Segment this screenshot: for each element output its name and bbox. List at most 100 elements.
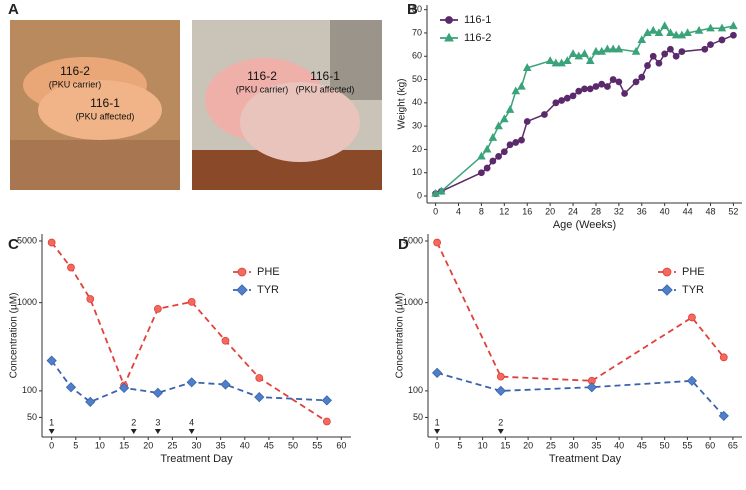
data-point [718,36,726,44]
data-point [568,49,578,58]
data-point [500,148,508,156]
data-point [592,83,600,90]
series-line [50,360,327,403]
x-tick-label: 40 [240,440,250,450]
data-point [552,99,560,107]
data-point [585,56,595,65]
data-point [551,58,561,67]
x-tick-label: 60 [336,440,346,450]
data-point [637,35,647,44]
y-tick-label: 0 [417,190,422,200]
data-point [654,28,664,37]
data-point [661,50,669,58]
x-tick-label: 20 [545,206,555,216]
pig-id: 116-1 [310,69,340,83]
data-point [506,141,514,149]
pig-status: (PKU affected) [296,84,355,94]
data-point [569,92,577,100]
data-point [683,28,692,37]
photo-floor [10,140,180,190]
y-tick-label: 20 [412,144,422,154]
photo-wall [330,20,382,100]
dose-label: 1 [49,417,54,427]
pig-id: 116-2 [247,69,277,83]
x-tick-label: 44 [683,206,693,216]
data-point [649,52,657,60]
x-tick-label: 40 [614,440,624,450]
data-point [186,377,197,388]
y-tick-label: 80 [412,4,422,14]
data-point [719,353,728,362]
y-tick-label: 10 [412,167,422,177]
dose-marker [497,429,504,434]
data-point [187,297,196,306]
y-tick-label: 5000 [403,235,423,245]
x-tick-label: 24 [568,206,578,216]
data-point [483,164,491,172]
data-point [523,118,531,125]
data-point [621,90,628,97]
y-axis-label: Concentration (µM) [9,293,20,379]
x-tick-label: 5 [73,440,78,450]
data-point [431,188,440,197]
photo-left: 116-2 (PKU carrier) 116-1 (PKU affected) [10,20,180,190]
data-point [495,385,506,396]
data-point [220,379,231,390]
legend-marker [445,16,453,24]
panel-label: D [398,236,409,253]
data-point [666,28,675,37]
data-point [603,44,612,53]
data-point [321,395,332,406]
x-tick-label: 15 [500,440,510,450]
legend-marker [661,284,673,296]
data-point [730,31,737,39]
x-tick-label: 65 [728,440,738,450]
legend-label: PHE [682,266,705,278]
x-tick-label: 32 [614,206,624,216]
data-point [655,59,663,67]
data-point [322,417,331,426]
data-point [718,410,729,422]
data-point [512,139,520,146]
dose-label: 3 [155,417,160,427]
data-point [563,56,572,65]
dose-label: 2 [131,417,136,427]
data-point [701,45,709,53]
data-point [254,391,265,403]
y-axis-label: Weight (kg) [397,79,408,130]
x-tick-label: 5 [457,440,462,450]
data-point [153,304,162,313]
pig [38,80,162,140]
x-tick-label: 28 [591,206,601,216]
panel-label: A [8,1,19,18]
legend-marker [662,267,672,277]
x-tick-label: 50 [660,440,670,450]
data-point [437,186,446,195]
x-tick-label: 25 [546,440,556,450]
data-point [47,238,56,247]
x-tick-label: 8 [479,206,484,216]
data-point [494,121,503,130]
data-point [671,30,681,39]
y-tick-label: 100 [408,385,423,395]
data-point [614,44,624,53]
x-tick-label: 12 [499,206,509,216]
data-point [557,58,566,67]
data-point [255,374,264,382]
data-point [729,21,738,30]
x-axis-label: Age (Weeks) [553,219,616,231]
y-tick-label: 1000 [403,297,423,307]
x-tick-label: 20 [143,440,153,450]
data-point [591,46,601,55]
y-tick-label: 5000 [17,235,37,245]
data-point [505,105,515,113]
dose-marker [130,429,137,434]
data-point [495,153,502,160]
y-axis-label: Concentration (µM) [395,293,406,379]
legend-label: TYR [682,284,704,296]
x-tick-label: 45 [264,440,274,450]
data-point [717,23,727,32]
legend-label: TYR [257,284,279,296]
data-point [609,76,617,83]
